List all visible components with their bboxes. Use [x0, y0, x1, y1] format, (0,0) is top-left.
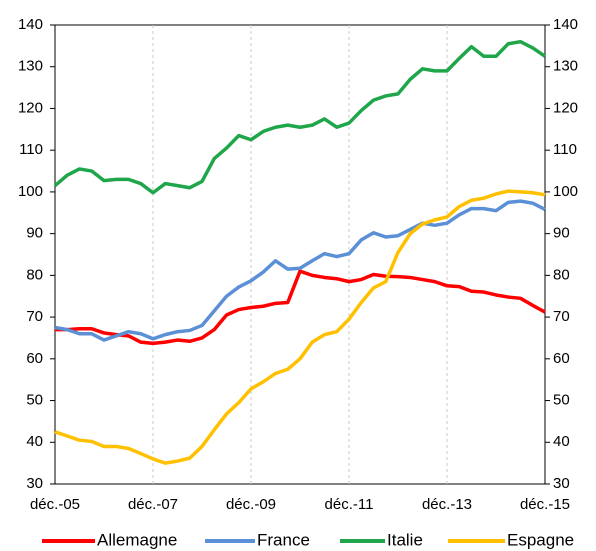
y2-tick-label: 120 [553, 99, 578, 116]
y2-tick-label: 140 [553, 16, 578, 33]
y2-tick-label: 90 [553, 225, 570, 242]
x-tick-label: déc.-15 [520, 496, 570, 513]
y-tick-label: 30 [26, 475, 43, 492]
y-tick-label: 40 [26, 433, 43, 450]
y-tick-label: 100 [18, 183, 43, 200]
y-tick-label: 80 [26, 266, 43, 283]
x-tick-label: déc.-11 [325, 496, 374, 513]
y2-tick-label: 80 [553, 266, 570, 283]
x-tick-label: déc.-07 [128, 496, 178, 513]
y2-tick-label: 70 [553, 308, 570, 325]
y2-tick-label: 50 [553, 392, 570, 409]
y-tick-label: 90 [26, 225, 43, 242]
x-tick-label: déc.-13 [422, 496, 472, 513]
y2-tick-label: 100 [553, 183, 578, 200]
plot-frame [54, 24, 546, 485]
y2-tick-label: 60 [553, 350, 570, 367]
legend-label: Espagne [507, 530, 574, 549]
y2-tick-label: 130 [553, 58, 578, 75]
series-line [55, 269, 546, 346]
series-line [54, 199, 546, 342]
series-line [53, 39, 546, 195]
y2-tick-label: 110 [553, 141, 577, 158]
y2-tick-label: 30 [553, 475, 570, 492]
y-tick-label: 70 [26, 308, 43, 325]
series-line [54, 189, 546, 465]
legend-label: Italie [387, 530, 423, 549]
y-tick-label: 120 [18, 99, 43, 116]
y-tick-label: 140 [18, 16, 43, 33]
x-tick-label: déc.-05 [30, 496, 80, 513]
y-tick-label: 60 [26, 350, 43, 367]
legend-label: Allemagne [97, 530, 177, 549]
y2-tick-label: 40 [553, 433, 570, 450]
y-tick-label: 50 [26, 392, 43, 409]
legend-label: France [257, 530, 310, 549]
x-tick-label: déc.-09 [226, 496, 276, 513]
y-tick-label: 130 [18, 58, 43, 75]
y-tick-label: 110 [19, 141, 43, 158]
